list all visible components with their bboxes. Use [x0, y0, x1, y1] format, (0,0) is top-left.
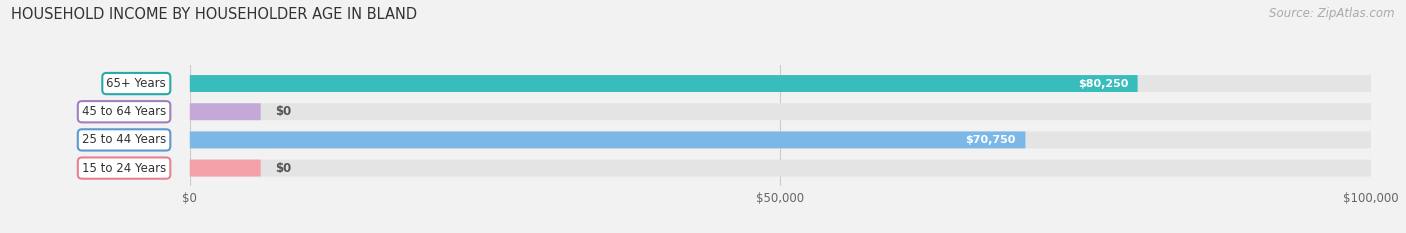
Text: 45 to 64 Years: 45 to 64 Years [82, 105, 166, 118]
Text: 25 to 44 Years: 25 to 44 Years [82, 134, 166, 146]
Text: $0: $0 [274, 161, 291, 175]
Text: $70,750: $70,750 [966, 135, 1017, 145]
FancyBboxPatch shape [190, 131, 1371, 148]
FancyBboxPatch shape [190, 131, 1025, 148]
FancyBboxPatch shape [190, 160, 1371, 177]
Text: HOUSEHOLD INCOME BY HOUSEHOLDER AGE IN BLAND: HOUSEHOLD INCOME BY HOUSEHOLDER AGE IN B… [11, 7, 418, 22]
Text: 15 to 24 Years: 15 to 24 Years [82, 161, 166, 175]
FancyBboxPatch shape [190, 103, 260, 120]
Text: $0: $0 [274, 105, 291, 118]
Text: $80,250: $80,250 [1078, 79, 1128, 89]
FancyBboxPatch shape [190, 160, 260, 177]
FancyBboxPatch shape [190, 103, 1371, 120]
FancyBboxPatch shape [190, 75, 1137, 92]
Text: 65+ Years: 65+ Years [107, 77, 166, 90]
Text: Source: ZipAtlas.com: Source: ZipAtlas.com [1270, 7, 1395, 20]
FancyBboxPatch shape [190, 75, 1371, 92]
